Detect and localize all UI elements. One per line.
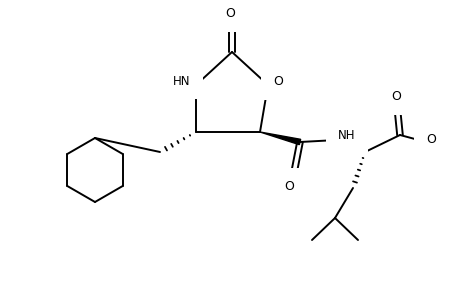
Text: O: O bbox=[224, 7, 235, 20]
Polygon shape bbox=[259, 132, 300, 145]
Text: O: O bbox=[284, 181, 293, 194]
Text: O: O bbox=[425, 133, 435, 146]
Text: O: O bbox=[273, 74, 282, 88]
Text: NH: NH bbox=[337, 128, 355, 142]
Text: HN: HN bbox=[173, 74, 190, 88]
Text: O: O bbox=[390, 89, 400, 103]
